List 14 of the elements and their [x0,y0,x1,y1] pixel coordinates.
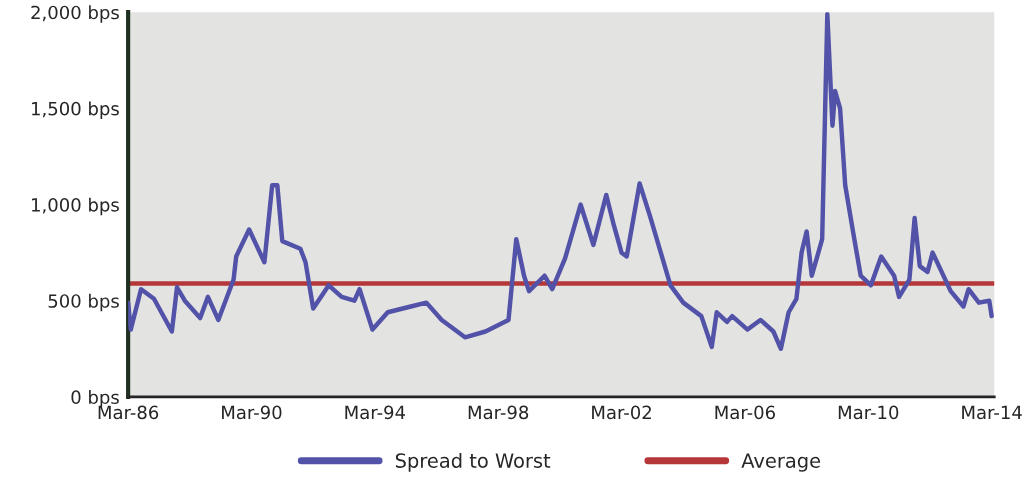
y-tick-label: 1,500 bps [32,101,119,119]
x-tick-label: Mar-98 [468,405,529,420]
legend-label: Average [741,453,821,472]
x-tick-label: Mar-06 [715,405,775,420]
y-tick-label: 1,000 bps [32,197,119,216]
legend-label: Spread to Worst [395,452,551,472]
y-tick-label: 500 bps [48,293,119,312]
x-tick-label: Mar-02 [592,405,651,420]
line-series [128,12,994,352]
x-tick-label: Mar-14 [962,405,1022,420]
x-tick-label: Mar-10 [838,405,899,420]
y-tick-label: 2,000 bps [31,5,119,23]
x-tick-label: Mar-94 [345,405,406,420]
x-tick-label: Mar-90 [222,405,282,420]
